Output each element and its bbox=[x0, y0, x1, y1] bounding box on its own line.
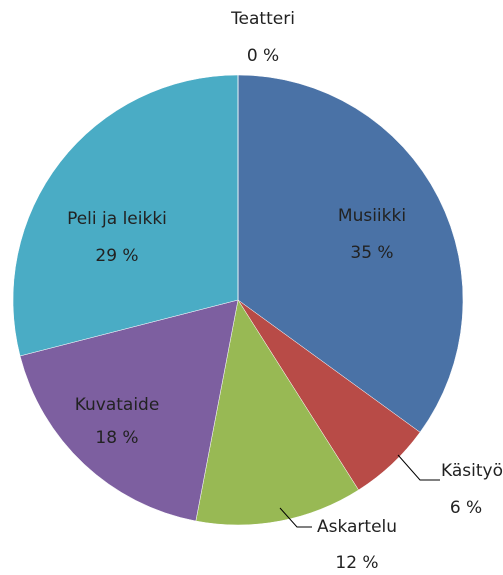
leader-line bbox=[397, 454, 440, 481]
slice-value-label: 6 % bbox=[450, 498, 482, 518]
slice-value-label: 0 % bbox=[247, 46, 279, 66]
slice-value-label: 35 % bbox=[350, 243, 393, 263]
pie-slice bbox=[12, 74, 239, 357]
slice-value-label: 29 % bbox=[95, 246, 138, 266]
slice-label: Käsityö bbox=[441, 461, 503, 481]
pie-slice bbox=[237, 74, 464, 433]
leader-line bbox=[279, 507, 312, 528]
slice-value-label: 18 % bbox=[95, 428, 138, 448]
slice-value-label: 12 % bbox=[335, 553, 378, 573]
pie-slice bbox=[195, 299, 359, 526]
slice-label: Musiikki bbox=[338, 206, 406, 226]
slice-label: Askartelu bbox=[317, 517, 397, 537]
slice-label: Peli ja leikki bbox=[67, 209, 167, 229]
slice-label: Kuvataide bbox=[75, 395, 160, 415]
pie-slice bbox=[19, 299, 239, 522]
slice-label: Teatteri bbox=[230, 9, 295, 29]
